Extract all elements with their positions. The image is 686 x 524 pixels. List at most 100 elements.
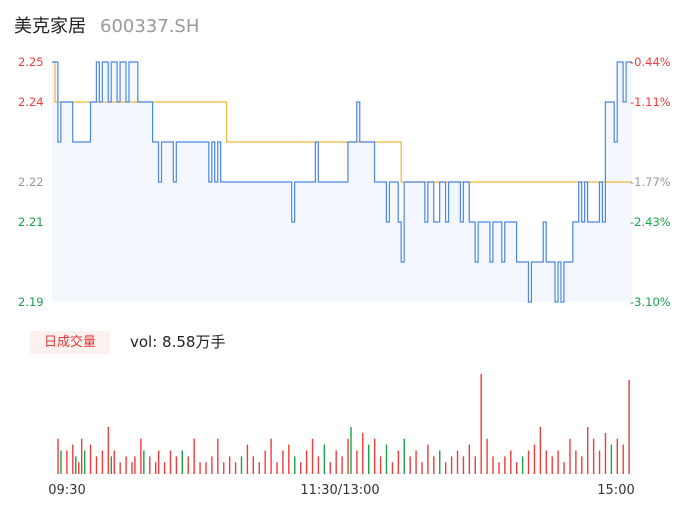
time-axis: 09:30 11:30/13:00 15:00 [48,483,634,498]
volume-bar [163,462,166,474]
volume-bar [276,462,278,474]
price-tick-label: 2.22 [18,175,44,189]
volume-bar [72,444,74,474]
volume-bar [592,438,595,474]
volume-bar [539,426,542,474]
volume-bar [205,462,207,474]
volume-bar [199,462,201,474]
volume-bar [175,456,178,474]
volume-bar [444,462,447,474]
average-price-line [52,61,632,183]
volume-bar [169,450,172,474]
volume-bar [264,450,266,474]
volume-bar [187,456,189,474]
volume-bar [521,456,524,474]
volume-bar [299,462,302,474]
volume-bar [433,456,435,474]
price-tick-label: 2.21 [18,215,44,229]
volume-bar [486,438,488,474]
volume-bar [131,462,133,474]
volume-bar [217,438,219,474]
volume-bar [622,444,624,474]
volume-bar [329,462,331,474]
volume-bar [474,456,476,474]
volume-bar [356,450,358,474]
volume-bar [101,450,104,474]
volume-bar [480,374,482,474]
percent-tick-label: -2.43% [630,215,671,229]
volume-bar [75,456,77,474]
volume-bar [350,426,352,474]
volume-bar [415,450,417,474]
percent-tick-label: -3.10% [630,295,671,309]
volume-bar [587,426,589,474]
price-tick-label: 2.25 [18,55,44,69]
volume-bar [211,456,213,474]
volume-bar [581,456,583,474]
time-tick-label: 15:00 [597,483,634,498]
stock-name: 美克家居 [14,16,86,37]
volume-bar [110,456,112,474]
volume-bar [439,450,441,474]
volume-bar [83,450,86,474]
volume-bar [134,456,136,474]
volume-bar [347,438,349,474]
volume-bar [223,462,225,474]
volume-bar [468,444,471,474]
volume-bar [95,456,98,474]
volume-bar [533,444,536,474]
volume-bar [119,462,121,474]
volume-bar [515,462,518,474]
volume-bar [149,456,151,474]
volume-bar [154,462,157,474]
volume-bar [385,444,388,474]
volume-bar [492,456,494,474]
volume-bar [252,456,255,474]
volume-bar [107,426,110,474]
volume-bar [604,432,607,474]
volume-bar [181,450,184,474]
percent-axis: -0.44% -1.11% -1.77% -2.43% -3.10% [630,55,671,309]
percent-tick-label: -0.44% [630,55,671,69]
volume-bar [450,456,453,474]
volume-bar [341,456,343,474]
price-axis: 2.25 2.24 2.22 2.21 2.19 [18,55,44,309]
volume-bars [57,374,630,474]
volume-bar [391,462,394,474]
volume-bar [282,450,284,474]
volume-bar [569,438,571,474]
price-line [52,61,632,303]
volume-bar [246,444,249,474]
volume-bar [462,456,465,474]
volume-bar [545,450,547,474]
volume-bar [397,450,400,474]
time-tick-label: 11:30/13:00 [300,483,379,498]
volume-bar [317,456,320,474]
volume-tab[interactable]: 日成交量 [30,331,110,354]
volume-bar [498,462,500,474]
volume-bar [270,438,272,474]
volume-bar [379,456,382,474]
volume-bar [575,450,577,474]
volume-bar [80,438,83,474]
volume-bar [89,444,92,474]
volume-bar [403,438,405,474]
time-tick-label: 09:30 [48,483,85,498]
volume-bar [527,450,530,474]
volume-bar [551,456,553,474]
volume-bar [557,450,559,474]
volume-bar [427,444,429,474]
volume-bar [373,438,376,474]
volume-bar [409,456,411,474]
volume-bar [421,462,423,474]
stock-code: 600337.SH [100,16,200,37]
volume-bar [305,450,308,474]
volume-bar [60,450,62,474]
volume-bar [288,444,290,474]
volume-bar [323,444,326,474]
volume-bar [563,462,565,474]
volume-bar [113,450,115,474]
volume-bar [610,444,613,474]
volume-bar [140,438,142,474]
